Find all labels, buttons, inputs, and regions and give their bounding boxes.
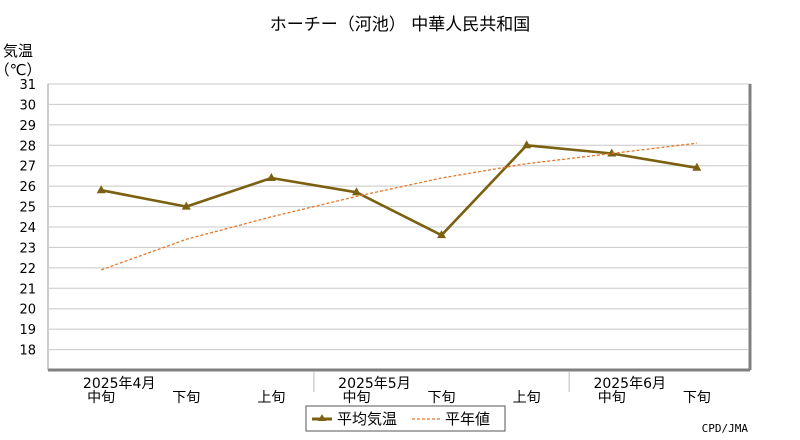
- y-tick-label: 20: [19, 303, 36, 318]
- x-tick-label: 下旬: [172, 390, 200, 406]
- legend-avg-marker: [318, 414, 326, 421]
- data-point-average: [607, 148, 617, 157]
- month-label: 2025年5月: [338, 376, 411, 392]
- data-point-average: [351, 187, 361, 196]
- y-tick-labels: 18 19 20 21 22 23 24 25 26 27 28 29 30 31: [19, 78, 36, 359]
- series-line-average: [100, 144, 698, 237]
- data-point-average: [522, 140, 532, 149]
- x-tick-labels: 中旬 下旬 上旬 中旬 下旬 上旬 中旬 下旬 2025年4月 2025年5月 2025年6月: [83, 371, 711, 406]
- y-tick-label: 28: [19, 139, 36, 154]
- x-tick-label: 中旬: [87, 390, 115, 406]
- credit-text: CPD/JMA: [702, 422, 749, 435]
- y-tick-label: 29: [19, 119, 36, 134]
- x-tick-label: 中旬: [342, 390, 370, 406]
- month-label: 2025年4月: [83, 376, 156, 392]
- y-tick-label: 24: [19, 221, 36, 236]
- legend-normal-label: 平年値: [445, 410, 490, 428]
- legend-box: [305, 405, 506, 432]
- series-line-normal: [100, 142, 697, 271]
- y-tick-label: 25: [19, 201, 36, 216]
- x-tick-label: 上旬: [257, 390, 285, 406]
- legend-avg-label: 平均気温: [337, 410, 397, 428]
- month-label: 2025年6月: [593, 376, 666, 392]
- y-tick-label: 23: [19, 241, 36, 256]
- series-layer: [96, 140, 702, 271]
- y-axis-unit: （℃）: [0, 61, 41, 79]
- y-tick-label: 18: [19, 344, 36, 359]
- x-tick-label: 上旬: [513, 390, 541, 406]
- y-tick-label: 19: [19, 323, 36, 338]
- data-point-average: [181, 201, 191, 210]
- x-tick-label: 下旬: [428, 390, 456, 406]
- y-tick-label: 26: [19, 180, 36, 195]
- gridlines: [49, 83, 749, 351]
- legend: 平均気温 平年値: [305, 405, 506, 432]
- y-tick-label: 30: [19, 98, 36, 113]
- y-axis-label: 気温: [3, 42, 33, 60]
- data-point-average: [266, 172, 276, 181]
- x-tick-label: 下旬: [683, 390, 711, 406]
- y-tick-label: 31: [19, 78, 36, 93]
- data-point-average: [692, 162, 702, 171]
- data-point-average: [437, 230, 447, 239]
- y-tick-label: 22: [19, 262, 36, 277]
- data-point-average: [96, 185, 106, 194]
- chart-title: ホーチー（河池） 中華人民共和国: [270, 15, 530, 35]
- x-tick-label: 中旬: [598, 390, 626, 406]
- y-tick-label: 27: [19, 160, 36, 175]
- y-tick-label: 21: [19, 282, 36, 297]
